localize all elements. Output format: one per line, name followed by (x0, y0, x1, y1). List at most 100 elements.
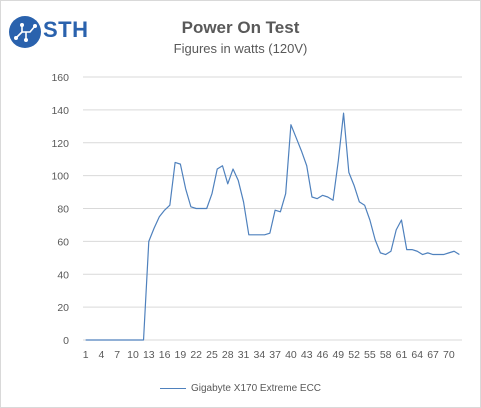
data-point (217, 168, 218, 169)
chart-subtitle: Figures in watts (120V) (173, 41, 308, 56)
legend: Gigabyte X170 Extreme ECC (0, 383, 481, 394)
x-tick-label: 40 (285, 349, 297, 361)
data-point (401, 219, 402, 220)
data-point (417, 251, 418, 252)
series-line-0 (85, 112, 460, 341)
data-point (459, 254, 460, 255)
data-point (196, 208, 197, 209)
data-point (290, 124, 291, 125)
data-point (222, 165, 223, 166)
x-tick-label: 7 (114, 349, 120, 361)
x-tick-label: 13 (143, 349, 155, 361)
x-tick-label: 31 (238, 349, 250, 361)
data-point (396, 229, 397, 230)
data-point (175, 162, 176, 163)
x-tick-label: 70 (443, 349, 455, 361)
data-point (438, 254, 439, 255)
chart-title: Power On Test (181, 18, 300, 37)
data-point (132, 339, 133, 340)
x-tick-label: 4 (99, 349, 105, 361)
data-point (380, 252, 381, 253)
data-point (122, 339, 123, 340)
data-point (180, 164, 181, 165)
y-tick-label: 60 (57, 236, 69, 248)
data-point (369, 219, 370, 220)
data-point (353, 185, 354, 186)
x-tick-label: 52 (348, 349, 360, 361)
x-tick-label: 55 (364, 349, 376, 361)
data-point (227, 183, 228, 184)
data-point (306, 165, 307, 166)
y-tick-label: 0 (63, 335, 69, 347)
y-tick-label: 40 (57, 269, 69, 281)
data-point (153, 228, 154, 229)
data-point (211, 193, 212, 194)
data-point (275, 210, 276, 211)
y-tick-label: 80 (57, 204, 69, 216)
x-tick-label: 16 (159, 349, 171, 361)
y-tick-label: 20 (57, 302, 69, 314)
x-tick-label: 58 (380, 349, 392, 361)
data-point (343, 113, 344, 114)
data-point (206, 208, 207, 209)
x-tick-label: 25 (206, 349, 218, 361)
y-tick-label: 140 (51, 105, 69, 117)
data-point (443, 254, 444, 255)
x-tick-label: 34 (253, 349, 265, 361)
data-point (138, 339, 139, 340)
x-tick-label: 19 (175, 349, 187, 361)
data-point (148, 241, 149, 242)
data-point (327, 196, 328, 197)
data-point (406, 249, 407, 250)
x-tick-label: 49 (332, 349, 344, 361)
data-point (422, 254, 423, 255)
data-point (85, 339, 86, 340)
x-tick-label: 37 (269, 349, 281, 361)
data-point (96, 339, 97, 340)
data-point (248, 234, 249, 235)
data-point (322, 195, 323, 196)
data-point (332, 200, 333, 201)
data-point (427, 252, 428, 253)
data-point (117, 339, 118, 340)
data-point (190, 206, 191, 207)
data-point (375, 239, 376, 240)
data-point (164, 210, 165, 211)
data-point (201, 208, 202, 209)
data-point (348, 172, 349, 173)
x-tick-label: 10 (127, 349, 139, 361)
data-point (280, 211, 281, 212)
y-axis-tick-labels: 0 20 40 60 80 100 120 140 160 (51, 72, 69, 347)
data-point (185, 188, 186, 189)
data-point (311, 196, 312, 197)
data-point (296, 137, 297, 138)
data-point (364, 205, 365, 206)
x-tick-label: 46 (317, 349, 329, 361)
sth-circuit-logo-icon (9, 16, 41, 48)
legend-label: Gigabyte X170 Extreme ECC (190, 383, 322, 394)
data-point (454, 251, 455, 252)
data-point (101, 339, 102, 340)
y-tick-label: 160 (51, 72, 69, 84)
data-point (253, 234, 254, 235)
data-point (390, 251, 391, 252)
data-point (269, 233, 270, 234)
data-point (301, 150, 302, 151)
sth-logo (8, 14, 83, 54)
series-layer (85, 112, 460, 341)
x-tick-label: 64 (411, 349, 423, 361)
data-point (448, 252, 449, 253)
legend-swatch (159, 387, 186, 389)
data-point (432, 254, 433, 255)
x-tick-label: 22 (190, 349, 202, 361)
data-point (106, 339, 107, 340)
data-point (264, 234, 265, 235)
y-tick-label: 120 (51, 138, 69, 150)
data-point (243, 201, 244, 202)
data-point (359, 201, 360, 202)
data-point (238, 180, 239, 181)
y-tick-label: 100 (51, 171, 69, 183)
data-point (259, 234, 260, 235)
data-point (232, 168, 233, 169)
